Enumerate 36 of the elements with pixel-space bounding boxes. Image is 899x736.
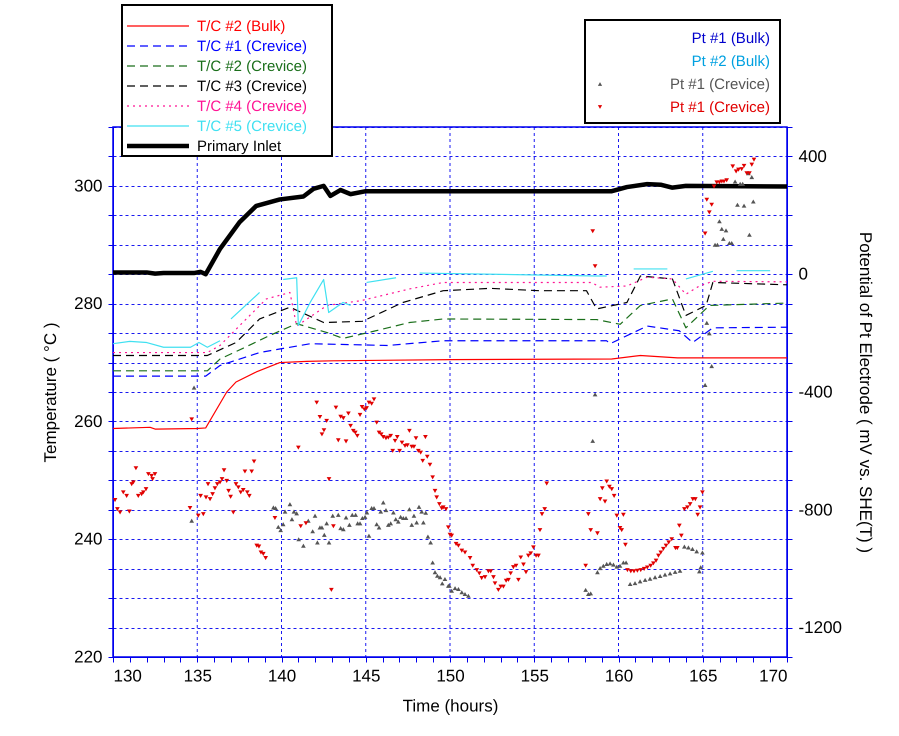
y2-tick-label: -400 — [798, 382, 833, 402]
legend-label: Primary Inlet — [197, 138, 282, 155]
x-axis-title: Time (hours) — [402, 696, 498, 716]
y2-tick-label: -1200 — [798, 618, 842, 638]
line-series — [113, 354, 787, 430]
y2-tick-label: 400 — [798, 146, 827, 166]
x-tick-label: 150 — [436, 666, 465, 686]
y-tick-label: 300 — [74, 176, 102, 196]
y-tick-label: 280 — [74, 294, 102, 314]
legend-label: T/C #3 (Crevice) — [197, 78, 308, 95]
x-tick-label: 170 — [759, 666, 788, 686]
y2-axis-title: Potential of Pt Electrode ( mV vs. SHE(T) ) — [856, 232, 875, 554]
legend-label: T/C #2 (Bulk) — [197, 18, 286, 35]
legend-label: T/C #4 (Crevice) — [197, 98, 308, 115]
text: Pt #1 (Crevice) — [670, 76, 770, 93]
legend-label: T/C #5 (Crevice) — [197, 118, 308, 135]
y-tick-label: 240 — [74, 530, 102, 549]
x-tick-label: 130 — [114, 666, 142, 686]
y-tick-label: 220 — [74, 648, 102, 666]
y2-tick-label: -800 — [798, 500, 833, 520]
x-tick-label: 165 — [689, 666, 718, 686]
legend-label: T/C #2 (Crevice) — [197, 58, 308, 75]
x-tick-label: 155 — [520, 666, 549, 686]
x-tick-label: 160 — [604, 666, 634, 686]
x-tick-label: 145 — [352, 666, 380, 686]
y2-tick-label: 0 — [798, 264, 808, 284]
x-tick-label: 140 — [268, 666, 296, 686]
x-tick-label: 135 — [184, 666, 212, 686]
line-series — [113, 182, 787, 276]
y-axis-title: Temperature ( °C ) — [41, 322, 60, 463]
line-series — [113, 325, 787, 377]
text: Pt #1 (Crevice) — [670, 99, 770, 116]
y-tick-label: 260 — [74, 412, 102, 431]
legend-label: Pt #1 (Bulk) — [692, 30, 770, 47]
legend-label: T/C #1 (Crevice) — [197, 38, 308, 55]
legend-label: Pt #2 (Bulk) — [692, 53, 770, 70]
